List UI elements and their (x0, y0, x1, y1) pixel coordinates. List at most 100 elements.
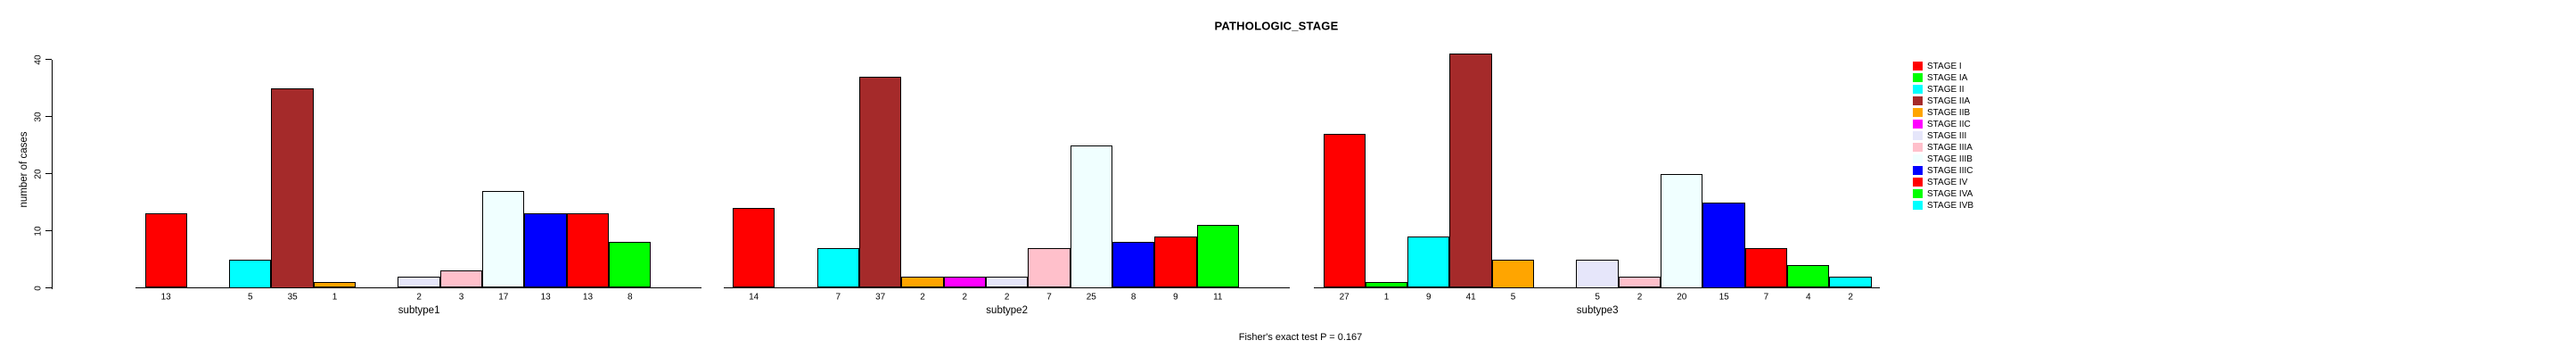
legend-swatch-icon (1913, 96, 1923, 105)
bar-value-label: 27 (1339, 292, 1350, 302)
legend-item: STAGE IIB (1913, 107, 1970, 119)
y-tick-label: 0 (33, 285, 44, 291)
bar-value-label: 4 (1806, 292, 1811, 302)
legend-label: STAGE III (1927, 130, 1967, 141)
legend-swatch-icon (1913, 143, 1923, 152)
bar-value-label: 8 (628, 292, 633, 302)
bar-stage-iiib (1070, 145, 1112, 288)
legend-label: STAGE IVA (1927, 188, 1973, 199)
bar-stage-iia (1449, 54, 1492, 288)
bar-stage-iv (566, 213, 610, 288)
bar-stage-ia (1365, 282, 1408, 288)
legend-item: STAGE I (1913, 61, 1962, 72)
bar-stage-iiia (1618, 276, 1661, 288)
bar-stage-iiib (1661, 173, 1703, 288)
legend-swatch-icon (1913, 201, 1923, 210)
bar-value-label: 20 (1677, 292, 1687, 302)
legend-swatch-icon (1913, 85, 1923, 94)
bar-value-label: 7 (835, 292, 841, 302)
y-tick-label: 30 (33, 111, 44, 122)
legend-label: STAGE IIIA (1927, 142, 1973, 153)
bar-stage-iiic (524, 213, 567, 288)
bar-value-label: 7 (1763, 292, 1769, 302)
bar-stage-iii (985, 276, 1029, 288)
bar-stage-iiic (1112, 242, 1155, 288)
bar-stage-iia (271, 87, 314, 288)
bar-value-label: 13 (540, 292, 551, 302)
bar-value-label: 5 (248, 292, 253, 302)
y-tick-label: 20 (33, 168, 44, 179)
y-tick-mark (45, 115, 52, 118)
bar-value-label: 2 (416, 292, 422, 302)
y-tick-mark (45, 58, 52, 61)
bar-stage-iv (1744, 247, 1788, 288)
bar-stage-iib (313, 282, 357, 288)
legend-item: STAGE IV (1913, 177, 1967, 188)
group-label-subtype1: subtype1 (398, 305, 440, 316)
x-axis-line (1314, 287, 1881, 289)
y-axis-line (52, 59, 53, 289)
legend-item: STAGE IA (1913, 72, 1967, 84)
bar-value-label: 13 (160, 292, 171, 302)
y-axis-title: number of cases (19, 131, 29, 208)
bar-value-label: 2 (1004, 292, 1010, 302)
legend-swatch-icon (1913, 154, 1923, 163)
y-tick-mark (45, 229, 52, 232)
legend-swatch-icon (1913, 178, 1923, 187)
legend-item: STAGE IIIB (1913, 154, 1973, 165)
bar-value-label: 15 (1719, 292, 1729, 302)
bar-stage-iic (943, 276, 986, 288)
bar-value-label: 17 (498, 292, 509, 302)
legend-item: STAGE II (1913, 84, 1965, 95)
bar-stage-ivb (1829, 276, 1872, 288)
bar-stage-i (144, 213, 187, 288)
legend-item: STAGE IIIC (1913, 165, 1973, 177)
legend-label: STAGE IVB (1927, 200, 1974, 211)
bar-stage-i (733, 207, 775, 288)
legend-label: STAGE IA (1927, 72, 1968, 83)
bar-value-label: 1 (1383, 292, 1390, 302)
bar-stage-iva (609, 242, 652, 288)
legend-label: STAGE I (1927, 61, 1962, 71)
legend-item: STAGE IVB (1913, 200, 1973, 212)
y-tick-label: 40 (33, 54, 44, 65)
bar-stage-ii (1407, 236, 1450, 288)
legend-item: STAGE IVA (1913, 188, 1973, 200)
bar-value-label: 3 (458, 292, 464, 302)
x-axis-line (135, 287, 702, 289)
bar-value-label: 25 (1086, 292, 1096, 302)
legend-swatch-icon (1913, 131, 1923, 140)
bar-stage-iva (1196, 225, 1239, 288)
bar-stage-ii (229, 259, 272, 288)
y-tick-mark (45, 286, 52, 289)
legend-swatch-icon (1913, 120, 1923, 129)
bar-value-label: 2 (1848, 292, 1853, 302)
bar-stage-ii (816, 247, 859, 288)
legend-swatch-icon (1913, 166, 1923, 175)
group-label-subtype2: subtype2 (986, 305, 1028, 316)
bar-value-label: 8 (1130, 292, 1136, 302)
legend-item: STAGE IIA (1913, 95, 1970, 107)
bar-value-label: 2 (1637, 292, 1643, 302)
bar-value-label: 1 (332, 292, 338, 302)
bar-stage-iia (858, 76, 902, 288)
x-axis-line (723, 287, 1290, 289)
legend-item: STAGE IIIA (1913, 142, 1973, 154)
legend-label: STAGE II (1927, 84, 1965, 95)
legend-label: STAGE IIB (1927, 107, 1971, 118)
bar-value-label: 35 (287, 292, 298, 302)
legend-label: STAGE IV (1927, 177, 1968, 187)
bar-value-label: 41 (1465, 292, 1476, 302)
bar-value-label: 37 (875, 292, 886, 302)
bar-stage-iib (1491, 259, 1535, 288)
bar-stage-i (1323, 133, 1366, 288)
legend-swatch-icon (1913, 108, 1923, 117)
y-tick-mark (45, 172, 52, 175)
bar-value-label: 9 (1173, 292, 1178, 302)
bar-value-label: 14 (749, 292, 759, 302)
legend-swatch-icon (1913, 73, 1923, 82)
legend-swatch-icon (1913, 189, 1923, 198)
bar-stage-iii (398, 276, 440, 288)
bar-value-label: 13 (582, 292, 594, 302)
